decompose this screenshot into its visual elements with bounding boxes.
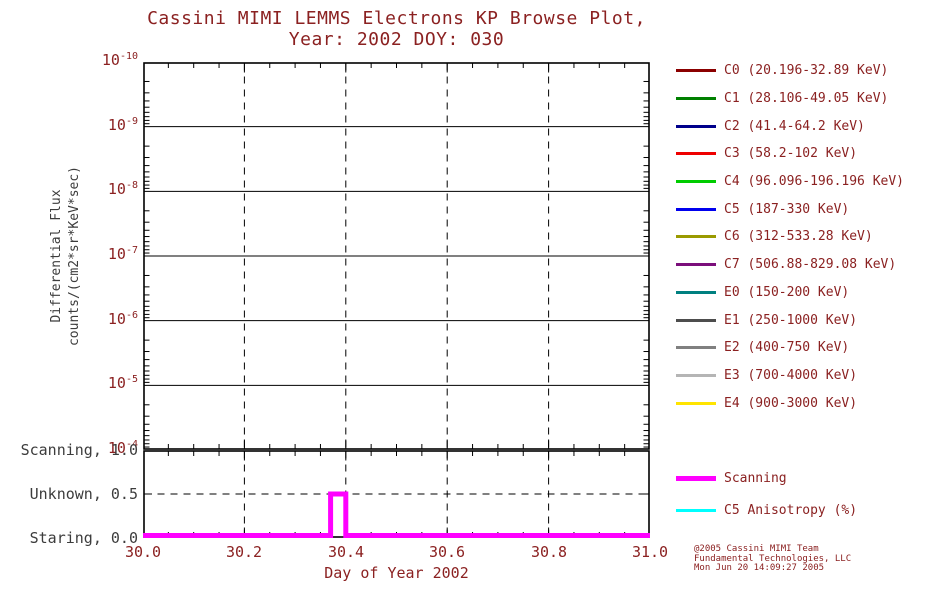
anisotropy-line-swatch xyxy=(676,508,716,512)
legend-item-c1: C1 (28.106-49.05 KeV) xyxy=(676,85,904,113)
x-tick-31.0: 31.0 xyxy=(631,543,669,561)
plot-title: Cassini MIMI LEMMS Electrons KP Browse P… xyxy=(0,8,793,50)
credits: @2005 Cassini MIMI Team Fundamental Tech… xyxy=(694,544,852,574)
x-axis-title: Day of Year 2002 xyxy=(324,564,469,582)
legend-label: E0 (150-200 KeV) xyxy=(724,284,850,300)
c2-line-swatch xyxy=(676,124,716,128)
legend-label: E2 (400-750 KeV) xyxy=(724,340,850,356)
legend-label: C5 Anisotropy (%) xyxy=(724,502,858,518)
legend-item-c3: C3 (58.2-102 KeV) xyxy=(676,140,904,168)
c7-line-swatch xyxy=(676,263,716,267)
x-tick-30.6: 30.6 xyxy=(428,543,466,561)
e0-line-swatch xyxy=(676,290,716,294)
legend-label: E4 (900-3000 KeV) xyxy=(724,395,858,411)
y-tick-label-1e-8: 10-8 xyxy=(107,180,138,198)
legend-item-c4: C4 (96.096-196.196 KeV) xyxy=(676,168,904,196)
legend-item-c0: C0 (20.196-32.89 KeV) xyxy=(676,57,904,85)
legend-item-c5: C5 (187-330 KeV) xyxy=(676,195,904,223)
y-tick-label-1e-6: 10-6 xyxy=(107,310,138,328)
c0-line-swatch xyxy=(676,69,716,73)
e3-line-swatch xyxy=(676,373,716,377)
legend-item-e4: E4 (900-3000 KeV) xyxy=(676,389,904,417)
credits-line1: @2005 Cassini MIMI Team xyxy=(694,544,819,554)
legend-label: C4 (96.096-196.196 KeV) xyxy=(724,174,905,190)
x-tick-30.4: 30.4 xyxy=(327,543,365,561)
credits-line2: Fundamental Technologies, LLC xyxy=(694,553,852,564)
y-tick-label-1e-5: 10-5 xyxy=(107,374,138,392)
legend-item-scanning: Scanning xyxy=(676,468,787,488)
legend-label: C5 (187-330 KeV) xyxy=(724,201,850,217)
x-tick-30.2: 30.2 xyxy=(225,543,263,561)
legend-label: E3 (700-4000 KeV) xyxy=(724,367,858,383)
legend-label: C2 (41.4-64.2 KeV) xyxy=(724,118,865,134)
scanning-line-swatch xyxy=(676,475,716,481)
e4-line-swatch xyxy=(676,401,716,405)
y-tick-label-1e-9: 10-9 xyxy=(107,116,138,134)
c4-line-swatch xyxy=(676,180,716,184)
legend-item-c2: C2 (41.4-64.2 KeV) xyxy=(676,112,904,140)
legend-label: C7 (506.88-829.08 KeV) xyxy=(724,257,897,273)
x-tick-30.8: 30.8 xyxy=(530,543,568,561)
legend-item-e2: E2 (400-750 KeV) xyxy=(676,334,904,362)
e2-line-swatch xyxy=(676,346,716,350)
c3-line-swatch xyxy=(676,152,716,156)
legend-item-c7: C7 (506.88-829.08 KeV) xyxy=(676,251,904,279)
credits-line3: Mon Jun 20 14:09:27 2005 xyxy=(694,563,825,573)
channel-legend: C0 (20.196-32.89 KeV) C1 (28.106-49.05 K… xyxy=(676,57,904,417)
scanning-status-trace xyxy=(143,491,650,538)
legend-label: E1 (250-1000 KeV) xyxy=(724,312,858,328)
legend-label: C6 (312-533.28 KeV) xyxy=(724,229,873,245)
status-level-staring: Staring, 0.0 xyxy=(29,529,138,547)
plot-title-line2: Year: 2002 DOY: 030 xyxy=(288,29,505,50)
legend-item-e1: E1 (250-1000 KeV) xyxy=(676,306,904,334)
legend-label: C1 (28.106-49.05 KeV) xyxy=(724,91,889,107)
plot-title-line1: Cassini MIMI LEMMS Electrons KP Browse P… xyxy=(147,8,646,29)
legend-item-c6: C6 (312-533.28 KeV) xyxy=(676,223,904,251)
legend-label: Scanning xyxy=(724,470,787,486)
e1-line-swatch xyxy=(676,318,716,322)
status-level-scanning: Scanning, 1.0 xyxy=(20,441,138,459)
y-tick-label-1e-4: 10-4 xyxy=(107,439,138,457)
y-tick-label-1e-7: 10-7 xyxy=(107,245,138,263)
legend-label: C3 (58.2-102 KeV) xyxy=(724,146,858,162)
legend-item-c5-anisotropy: C5 Anisotropy (%) xyxy=(676,500,857,520)
c1-line-swatch xyxy=(676,97,716,101)
legend-label: C0 (20.196-32.89 KeV) xyxy=(724,63,889,79)
c5-line-swatch xyxy=(676,207,716,211)
pointing-status-plot xyxy=(143,450,650,538)
main-flux-plot xyxy=(143,62,650,450)
legend-item-e3: E3 (700-4000 KeV) xyxy=(676,362,904,390)
y-tick-label-1e-10: 10-10 xyxy=(101,51,138,69)
x-tick-30.0: 30.0 xyxy=(124,543,162,561)
status-level-unknown: Unknown, 0.5 xyxy=(29,485,138,503)
legend-item-e0: E0 (150-200 KeV) xyxy=(676,279,904,307)
c6-line-swatch xyxy=(676,235,716,239)
